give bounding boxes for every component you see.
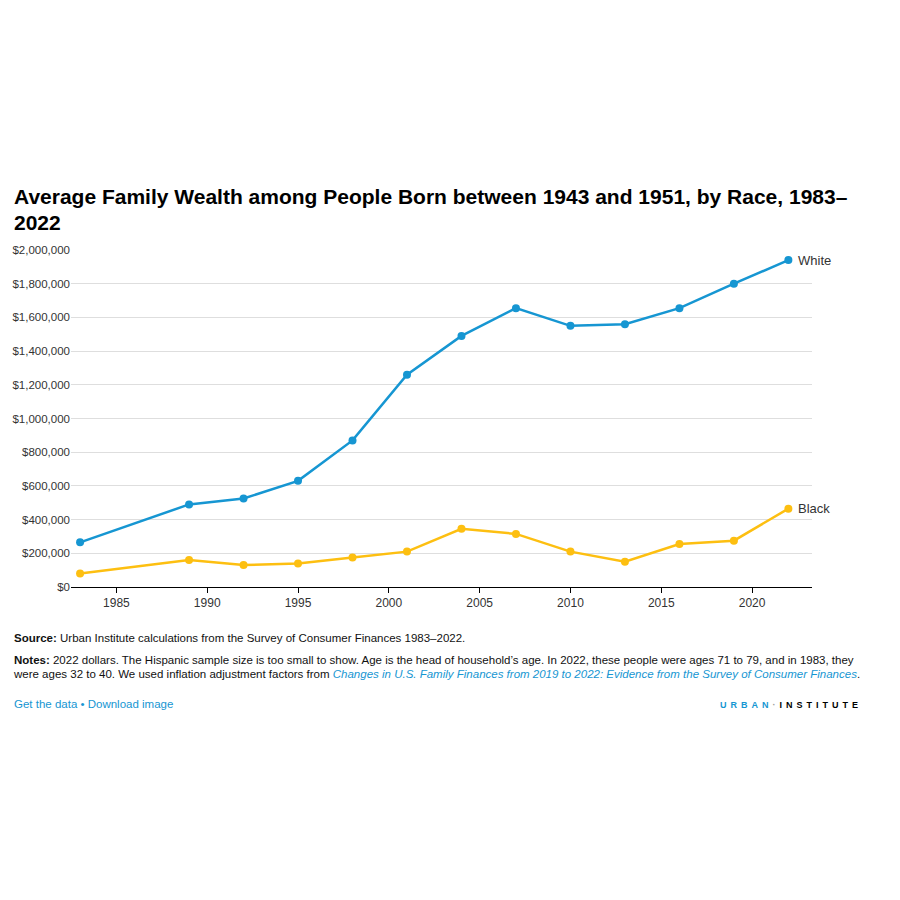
html-text:Get the data • Download image: Get the data • Download image bbox=[14, 698, 174, 710]
svg-text:$1,600,000: $1,600,000 bbox=[12, 311, 70, 323]
svg-text:$800,000: $800,000 bbox=[22, 446, 70, 458]
html-text:URBAN · INSTITUTE: URBAN · INSTITUTE bbox=[720, 700, 862, 710]
svg-text:Black: Black bbox=[798, 501, 830, 516]
svg-text:$1,200,000: $1,200,000 bbox=[12, 379, 70, 391]
svg-text:2015: 2015 bbox=[648, 596, 675, 610]
svg-text:$400,000: $400,000 bbox=[22, 514, 70, 526]
svg-text:White: White bbox=[798, 253, 831, 268]
svg-text:2005: 2005 bbox=[466, 596, 493, 610]
svg-text:2010: 2010 bbox=[557, 596, 584, 610]
html-text:Source: Urban Institute calcul: Source: Urban Institute calculations fro… bbox=[14, 632, 466, 644]
svg-text:$2,000,000: $2,000,000 bbox=[12, 244, 70, 256]
svg-text:$1,800,000: $1,800,000 bbox=[12, 278, 70, 290]
svg-text:1985: 1985 bbox=[103, 596, 130, 610]
html-text:Average Family Wealth among Pe: Average Family Wealth among People Born … bbox=[14, 185, 848, 234]
svg-text:$200,000: $200,000 bbox=[22, 547, 70, 559]
svg-text:$1,400,000: $1,400,000 bbox=[12, 345, 70, 357]
svg-text:$600,000: $600,000 bbox=[22, 480, 70, 492]
svg-text:2020: 2020 bbox=[739, 596, 766, 610]
svg-text:2000: 2000 bbox=[375, 596, 402, 610]
html-text:Notes: 2022 dollars. The Hispa: Notes: 2022 dollars. The Hispanic sample… bbox=[14, 654, 861, 680]
svg-text:1990: 1990 bbox=[194, 596, 221, 610]
svg-text:$1,000,000: $1,000,000 bbox=[12, 413, 70, 425]
svg-text:$0: $0 bbox=[57, 581, 70, 593]
svg-text:1995: 1995 bbox=[285, 596, 312, 610]
